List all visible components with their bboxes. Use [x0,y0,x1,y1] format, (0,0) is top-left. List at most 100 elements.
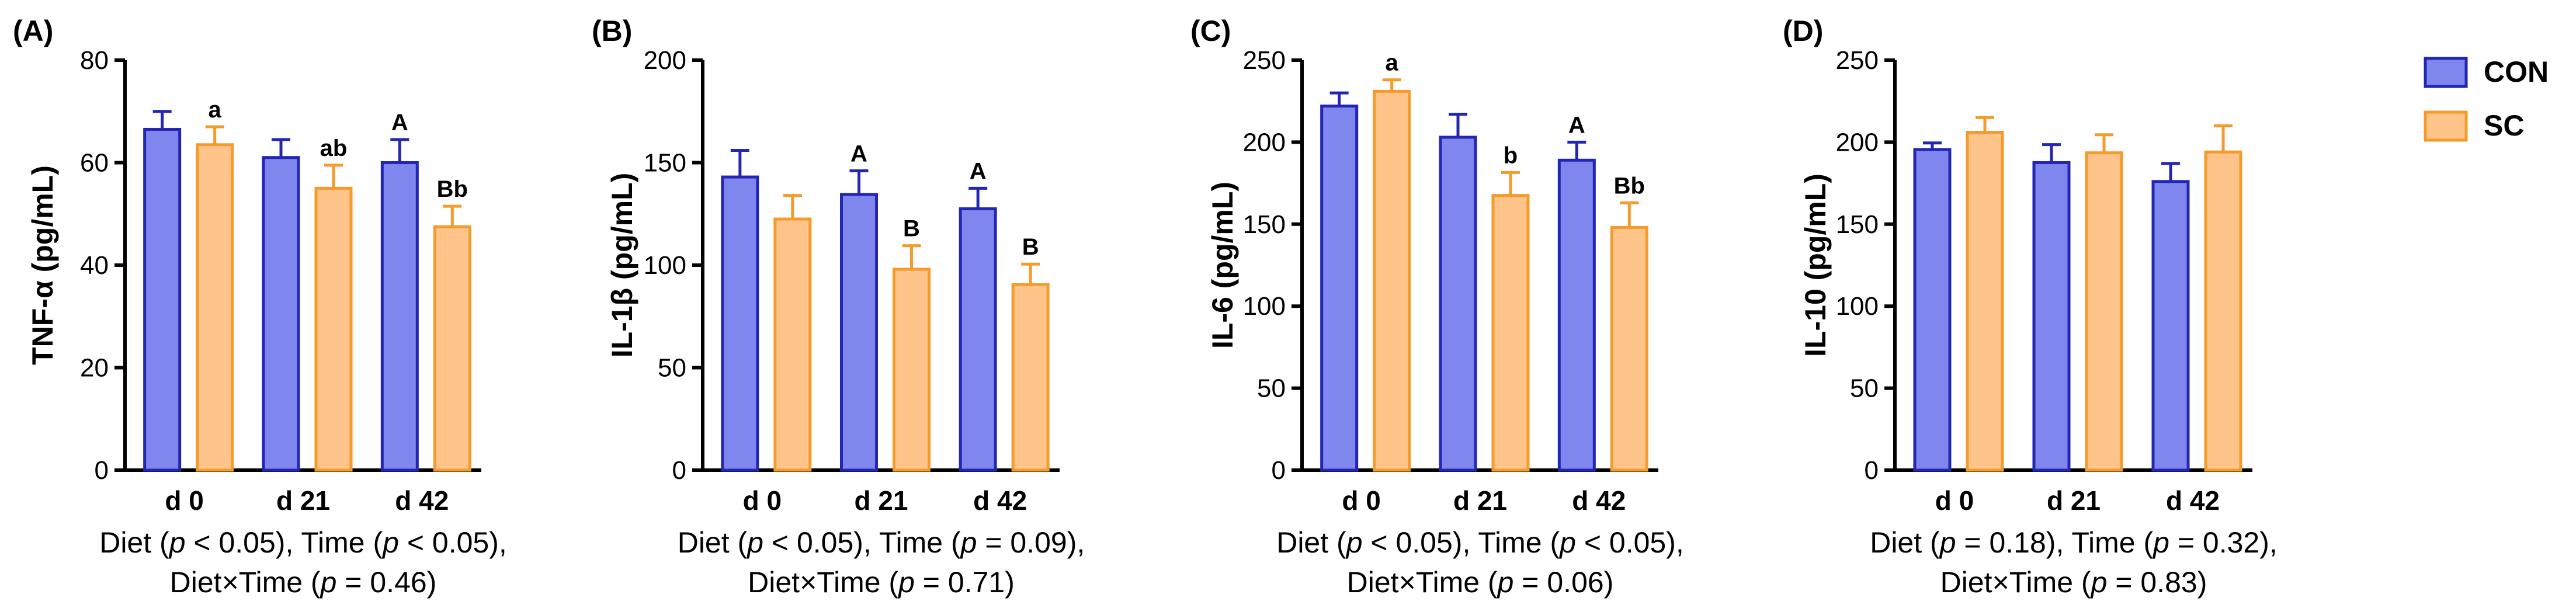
significance-letter: Bb [1614,173,1645,199]
y-tick-label: 250 [1243,46,1286,75]
x-tick-label: d 21 [276,485,330,516]
y-tick-label: 100 [1836,292,1879,321]
x-tick-label: d 21 [1453,485,1507,516]
footnote-segment: p [897,566,915,599]
y-tick-label: 50 [658,354,686,383]
footnote-segment: Diet×Time ( [1940,566,2091,599]
x-tick-label: d 0 [743,485,782,516]
y-axis-label: TNF-α (pg/mL) [26,165,59,365]
stats-footnote-line: Diet×Time (p = 0.71) [748,566,1015,599]
y-tick-label: 50 [1850,374,1879,403]
footnote-segment: p [320,566,337,599]
bar-sc-d21 [314,186,353,472]
footnote-segment: < 0.05), [1576,526,1684,559]
chart-panel-2: (B) IL-1β (pg/mL) 0 50 100 150 200 A A B Bd 0 d 21 d… [592,15,1085,599]
x-tick-label: d 21 [2047,485,2101,516]
x-tick-label: d 0 [1342,485,1380,516]
bar-sc-d0 [773,217,812,472]
footnote-segment: = 0.06) [1513,566,1613,599]
footnote-segment: = 0.46) [336,566,436,599]
significance-letter: B [903,216,920,242]
legend-swatch-con [2424,57,2468,88]
footnote-segment: p [960,526,977,559]
footnote-segment: p [2090,566,2108,599]
stats-footnote-line: Diet×Time (p = 0.06) [1347,566,1614,599]
footnote-segment: = 0.18), Time ( [1956,526,2154,559]
legend-swatch-sc [2424,110,2468,142]
y-tick-label: 150 [1243,210,1286,239]
bar-sc-d42 [1610,225,1648,472]
footnote-segment: p [2152,526,2169,559]
y-tick-label: 250 [1836,46,1879,75]
x-tick-label: d 42 [2166,485,2220,516]
footnote-segment: p [1558,526,1576,559]
significance-letter: a [1386,50,1399,76]
bar-sc-d21 [2085,151,2123,472]
legend-label-con: CON [2484,55,2549,88]
significance-letter: A [850,141,867,167]
footnote-segment: p [381,526,399,559]
y-axis-label: IL-10 (pg/mL) [1799,173,1832,357]
bar-con-d42 [959,207,997,472]
footnote-segment: Diet×Time ( [1347,566,1498,599]
footnote-segment: p [168,526,186,559]
bar-con-d0 [1320,105,1359,472]
footnote-segment: p [1345,526,1363,559]
footnote-segment: Diet ( [678,526,748,559]
bar-con-d0 [143,127,182,472]
chart-panel-3: (C) IL-6 (pg/mL) 0 50 100 150 200 250 Aa b Bb d 0 d … [1190,15,1684,599]
panel-label: (B) [592,15,632,47]
footnote-segment: = 0.32), [2169,526,2278,559]
chart-panel-4: (D) IL-10 (pg/mL) 0 50 100 150 200 250 d 0 d 21 d … [1783,15,2278,599]
significance-letter: B [1022,234,1039,260]
panel-label: (A) [13,15,53,47]
stats-footnote-line: Diet (p < 0.05), Time (p = 0.09), [678,526,1085,559]
y-tick-label: 100 [644,251,686,280]
y-tick-label: 200 [644,46,686,75]
footnote-segment: Diet ( [99,526,169,559]
bar-sc-d0 [1373,89,1411,472]
x-tick-label: d 42 [1572,485,1626,516]
legend: CON SC [2424,55,2549,142]
significance-letter: b [1504,143,1518,168]
stats-footnote-line: Diet×Time (p = 0.83) [1940,566,2207,599]
y-tick-label: 0 [95,456,109,485]
y-tick-label: 50 [1257,374,1286,403]
stats-footnote-line: Diet (p < 0.05), Time (p < 0.05), [1276,526,1684,559]
footnote-segment: < 0.05), Time ( [186,526,383,559]
bar-con-d21 [840,193,878,472]
y-tick-label: 100 [1243,292,1286,321]
bar-sc-d0 [196,143,234,472]
footnote-segment: < 0.05), Time ( [1363,526,1560,559]
bar-con-d42 [1557,158,1596,472]
y-tick-label: 0 [1272,456,1286,485]
panel-label: (D) [1783,15,1823,47]
y-tick-label: 150 [644,149,686,178]
bar-con-d0 [1913,148,1952,472]
y-tick-label: 80 [80,46,109,75]
x-tick-label: d 42 [973,485,1027,516]
legend-label-sc: SC [2484,109,2524,142]
footnote-segment: p [1497,566,1514,599]
stats-footnote-line: Diet (p < 0.05), Time (p < 0.05), [99,526,507,559]
footnote-segment: Diet ( [1276,526,1346,559]
significance-letter: ab [320,135,348,161]
x-tick-label: d 21 [854,485,908,516]
significance-letter: A [970,158,987,184]
bar-con-d42 [2151,180,2190,472]
footnote-segment: < 0.05), Time ( [763,526,961,559]
y-tick-label: 200 [1836,128,1879,157]
bar-sc-d21 [893,267,931,472]
significance-letter: a [209,97,222,123]
footnote-segment: Diet×Time ( [748,566,898,599]
stats-footnote-line: Diet×Time (p = 0.46) [170,566,437,599]
panel-label: (C) [1190,15,1231,47]
footnote-segment: < 0.05), [399,526,507,559]
y-tick-label: 0 [672,456,686,485]
y-tick-label: 200 [1243,128,1286,157]
x-tick-label: d 0 [1935,485,1974,516]
chart-panel-1: (A) TNF-α (pg/mL) 0 20 40 60 80 Aa ab Bb d 0 d 21 d … [13,15,507,599]
y-tick-label: 150 [1836,210,1879,239]
